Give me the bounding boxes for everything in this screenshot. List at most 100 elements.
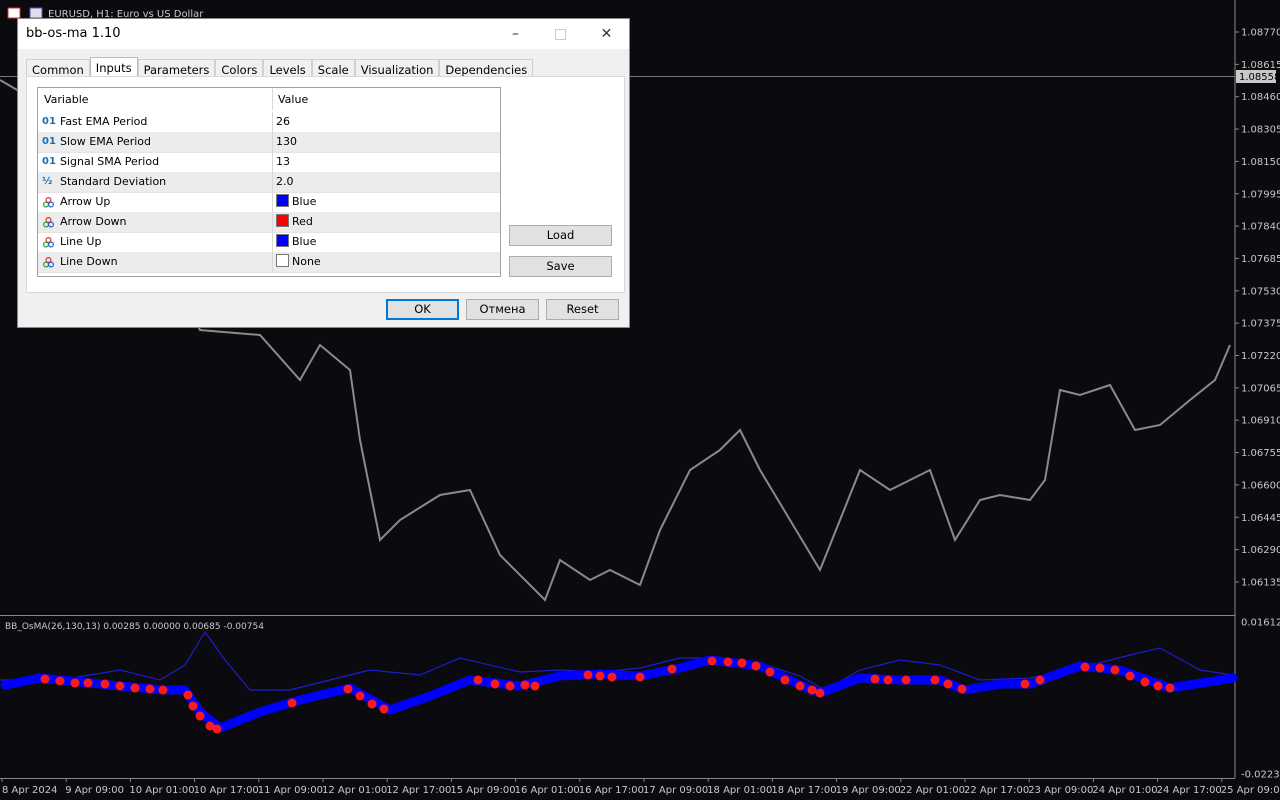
time-label: 16 Apr 01:00 [515, 785, 580, 796]
color-swatch [276, 194, 289, 207]
icon-dot [45, 217, 52, 223]
color-icon [43, 237, 54, 248]
period-icon [29, 7, 43, 19]
variable-name: Line Down [60, 255, 118, 268]
time-label: 12 Apr 01:00 [322, 785, 387, 796]
dialog: bb-os-ma 1.10 – □ ✕ Common Inputs Paramete… [17, 18, 630, 328]
value-cell: None [272, 252, 321, 272]
inputs-table: Variable Value 01 Fast EMA Period 26 01 Slow… [37, 87, 501, 277]
price-label: 1.07530 [1241, 286, 1280, 297]
save-button[interactable]: Save [509, 256, 612, 277]
table-row[interactable]: 01 Signal SMA Period 13 [38, 152, 500, 173]
icon-dot [45, 257, 52, 263]
icon-dot [48, 201, 54, 208]
time-label: 16 Apr 17:00 [579, 785, 644, 796]
tab[interactable]: Common [26, 59, 90, 79]
icon-dot [48, 221, 54, 228]
price-label: 1.06290 [1241, 545, 1280, 556]
price-label: 1.06755 [1241, 448, 1280, 459]
price-label: 1.08770 [1241, 28, 1280, 39]
cancel-button[interactable]: Отмена [466, 299, 539, 320]
ok-button[interactable]: OK [386, 299, 459, 320]
price-label: 1.08305 [1241, 125, 1280, 136]
indicator-label: BB_OsMA(26,130,13) 0.00285 0.00000 0.006… [5, 622, 264, 632]
table-row[interactable]: ½ Standard Deviation 2.0 [38, 172, 500, 193]
variable-name: Arrow Down [60, 215, 127, 228]
price-label: 1.06135 [1241, 577, 1280, 588]
time-label: 22 Apr 01:00 [900, 785, 965, 796]
table-header: Variable Value [38, 88, 500, 110]
value-cell: Red [272, 212, 313, 232]
column-header: Variable [44, 93, 89, 106]
value-text: Blue [292, 235, 317, 248]
value-text: 26 [276, 115, 290, 128]
time-label: 8 Apr 2024 [2, 785, 57, 796]
time-label: 25 Apr 09:00 [1221, 785, 1280, 796]
color-swatch [276, 254, 289, 267]
time-label: 11 Apr 09:00 [258, 785, 323, 796]
tab-bar: Common Inputs Parameters Colors Levels Scale V… [26, 57, 534, 79]
tab[interactable]: Dependencies [439, 59, 534, 79]
indicator-signal-dots [40, 656, 1175, 734]
load-button[interactable]: Load [509, 225, 612, 246]
table-row[interactable]: 01 Slow EMA Period 130 [38, 132, 500, 153]
time-label: 9 Apr 09:00 [65, 785, 124, 796]
type-icon: 01 [42, 156, 56, 167]
icon-dot [43, 201, 49, 208]
table-row[interactable]: Arrow Up Blue [38, 192, 500, 213]
tab[interactable]: Scale [311, 59, 355, 79]
value-cell: 130 [272, 132, 297, 152]
value-text: 2.0 [276, 175, 294, 188]
price-label: 1.06445 [1241, 513, 1280, 524]
color-swatch [276, 234, 289, 247]
price-label: 1.06600 [1241, 480, 1280, 491]
close-button[interactable]: ✕ [600, 26, 613, 42]
variable-name: Standard Deviation [60, 175, 167, 188]
type-icon: ½ [42, 176, 53, 187]
color-icon [43, 197, 54, 208]
tab[interactable]: Colors [215, 59, 264, 79]
price-label: 1.06910 [1241, 416, 1280, 427]
value-cell: 13 [272, 152, 290, 172]
tab[interactable]: Parameters [137, 59, 216, 79]
time-label: 10 Apr 17:00 [194, 785, 259, 796]
time-label: 24 Apr 17:00 [1157, 785, 1222, 796]
maximize-button[interactable]: □ [553, 26, 568, 42]
variable-name: Slow EMA Period [60, 135, 152, 148]
symbol-icon [7, 7, 21, 19]
value-text: 13 [276, 155, 290, 168]
tab[interactable]: Levels [263, 59, 312, 79]
price-label: 1.07065 [1241, 383, 1280, 394]
time-label: 17 Apr 09:00 [643, 785, 708, 796]
variable-name: Arrow Up [60, 195, 111, 208]
time-label: 15 Apr 09:00 [450, 785, 515, 796]
table-row[interactable]: 01 Fast EMA Period 26 [38, 112, 500, 133]
price-label: 1.07375 [1241, 319, 1280, 330]
table-row[interactable]: Arrow Down Red [38, 212, 500, 233]
price-label: 1.08615 [1241, 60, 1280, 71]
dialog-titlebar: bb-os-ma 1.10 – □ ✕ [18, 19, 629, 49]
icon-dot [43, 221, 49, 228]
tab-panel: Variable Value 01 Fast EMA Period 26 01 Slow… [26, 76, 625, 293]
time-label: 19 Apr 09:00 [836, 785, 901, 796]
variable-name: Signal SMA Period [60, 155, 160, 168]
time-label: 12 Apr 17:00 [386, 785, 451, 796]
value-text: 130 [276, 135, 297, 148]
value-cell: Blue [272, 192, 316, 212]
tab[interactable]: Visualization [354, 59, 440, 79]
value-text: None [292, 255, 321, 268]
time-label: 10 Apr 01:00 [129, 785, 194, 796]
price-label: 1.08460 [1241, 92, 1280, 103]
price-path [0, 79, 1231, 602]
column-header: Value [272, 88, 308, 110]
tab[interactable]: Inputs [89, 57, 138, 79]
icon-dot [45, 237, 52, 243]
table-row[interactable]: Line Up Blue [38, 232, 500, 253]
price-label: 1.07685 [1241, 254, 1280, 265]
minimize-button[interactable]: – [512, 26, 519, 42]
color-icon [43, 257, 54, 268]
icon-dot [48, 241, 54, 248]
table-row[interactable]: Line Down None [38, 252, 500, 273]
reset-button[interactable]: Reset [546, 299, 619, 320]
